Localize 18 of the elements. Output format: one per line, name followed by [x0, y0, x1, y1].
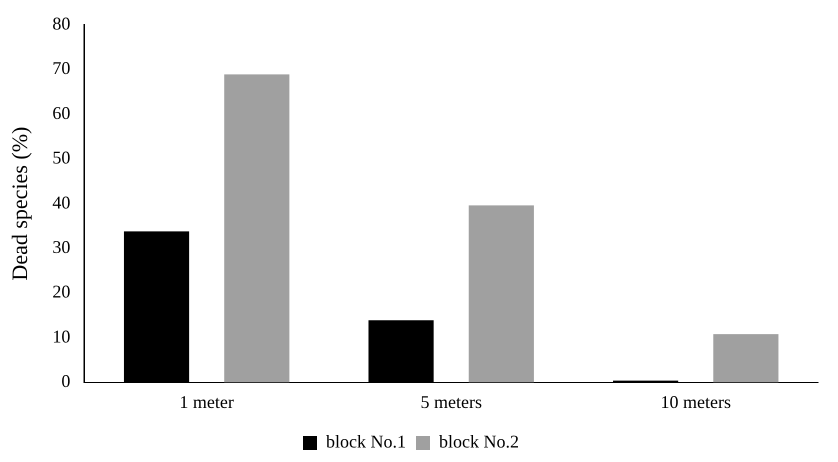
bar — [468, 205, 534, 382]
legend-label: block No.1 — [326, 432, 406, 452]
y-tick-label: 50 — [52, 148, 70, 168]
y-tick-label: 30 — [52, 237, 70, 258]
y-axis-title: Dead species (%) — [6, 126, 32, 281]
bar — [224, 74, 290, 382]
y-tick-label: 80 — [52, 14, 70, 34]
x-tick-label: 10 meters — [660, 392, 731, 412]
y-tick-label: 0 — [61, 371, 70, 392]
y-tick-label: 20 — [52, 282, 70, 302]
y-tick-label: 10 — [52, 326, 70, 346]
y-tick-label: 40 — [52, 192, 70, 212]
legend-label: block No.2 — [439, 432, 519, 452]
x-tick-label: 1 meter — [179, 392, 234, 412]
y-tick-label: 60 — [52, 102, 70, 123]
x-tick-label: 5 meters — [420, 392, 482, 412]
y-tick-label: 70 — [52, 58, 70, 78]
bar — [713, 334, 778, 382]
